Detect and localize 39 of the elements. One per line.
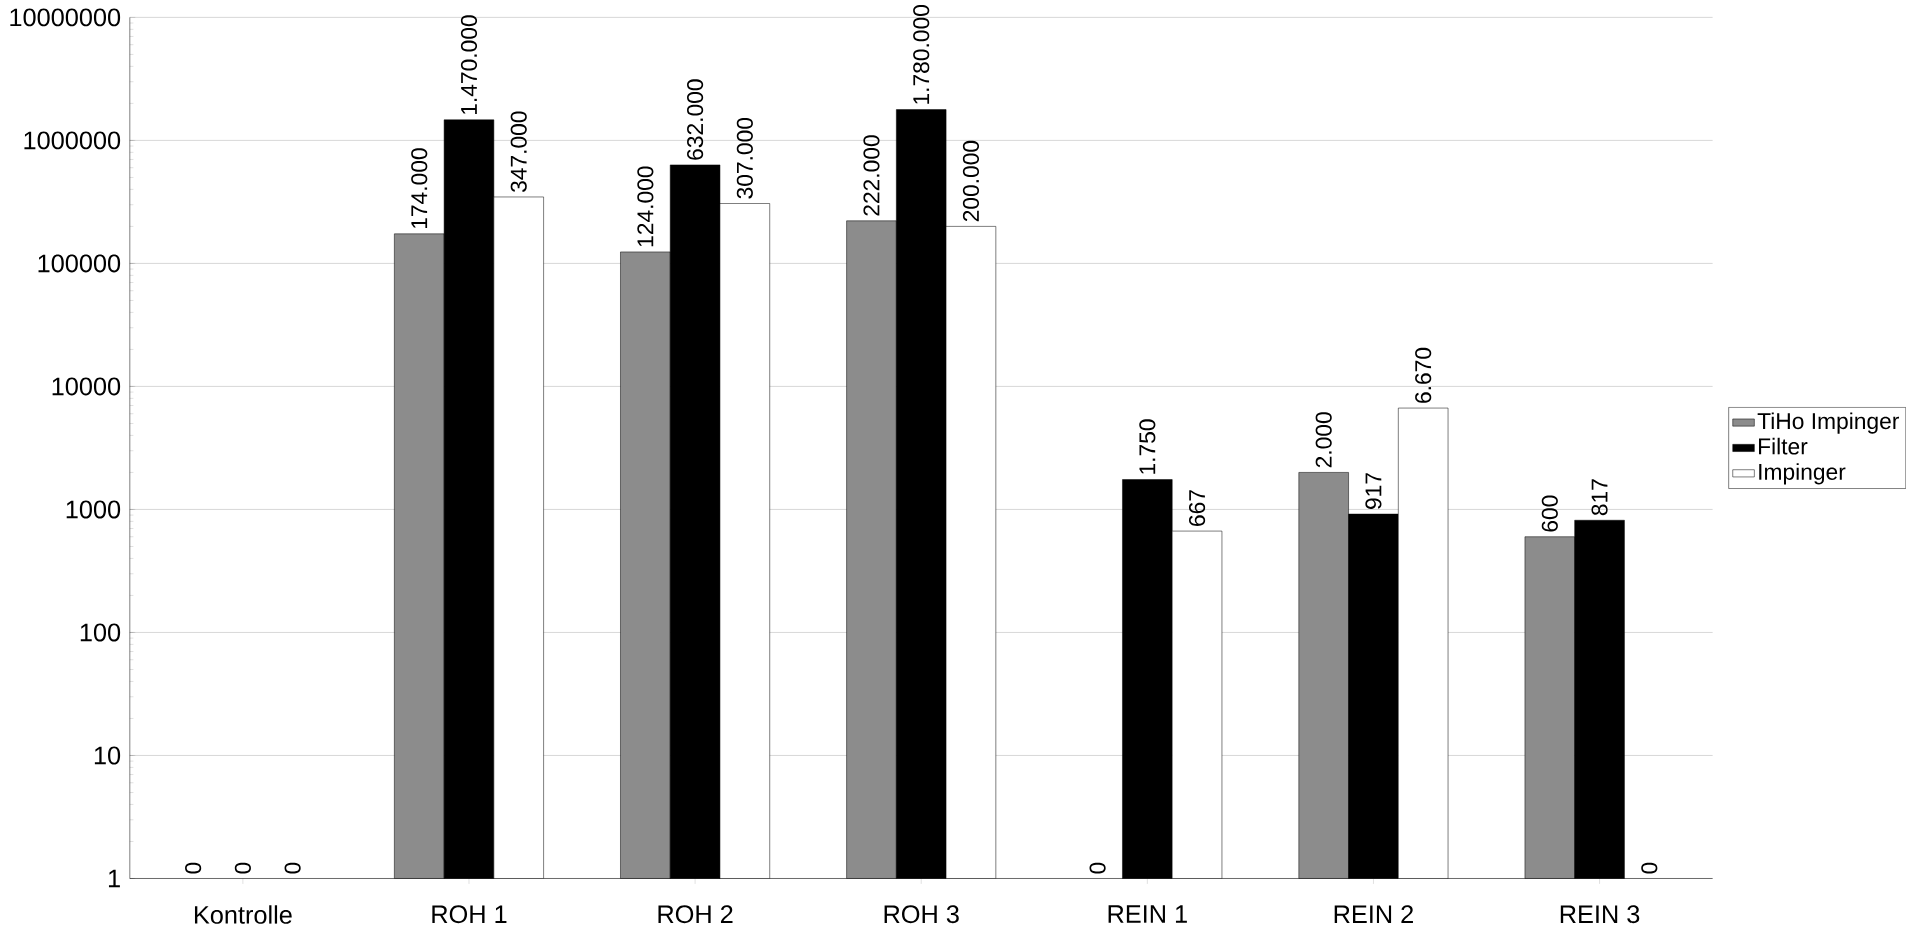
y-tick-label: 10000 bbox=[52, 377, 121, 396]
text: 0 bbox=[185, 862, 202, 874]
data-label: 917 bbox=[1365, 473, 1382, 509]
x-tick-label: ROH 3 bbox=[884, 905, 959, 924]
y-tick-label: 1 bbox=[108, 869, 120, 888]
data-label: 174.000 bbox=[411, 148, 428, 228]
text: 0 bbox=[1641, 862, 1658, 874]
data-label: 632.000 bbox=[687, 79, 704, 160]
data-label: 200.000 bbox=[962, 140, 980, 222]
data-label: 222.000 bbox=[863, 135, 880, 216]
data-label: 124.000 bbox=[637, 166, 654, 247]
legend-label: Impinger bbox=[1759, 463, 1846, 485]
data-label: 1.780.000 bbox=[913, 4, 930, 104]
data-label: 1.470.000 bbox=[460, 15, 478, 114]
y-tick-label: 1000000 bbox=[24, 131, 121, 150]
x-tick-label: ROH 2 bbox=[658, 905, 733, 924]
legend-label: TiHo Impinger bbox=[1757, 412, 1900, 434]
data-label: 667 bbox=[1188, 490, 1206, 526]
x-tick-label: REIN 3 bbox=[1560, 905, 1640, 924]
x-tick-label: Kontrolle bbox=[194, 905, 292, 924]
y-tick-label: 100 bbox=[80, 623, 121, 642]
data-label: 817 bbox=[1591, 479, 1608, 516]
y-tick-label: 10000000 bbox=[10, 8, 121, 27]
legend-label: Filter bbox=[1759, 437, 1808, 455]
y-tick-label: 100000 bbox=[38, 254, 121, 273]
x-tick-label: ROH 1 bbox=[432, 905, 507, 924]
text: 0 bbox=[284, 862, 301, 874]
data-label: 600 bbox=[1541, 495, 1558, 532]
text: 0 bbox=[1089, 862, 1106, 874]
text: 0 bbox=[234, 862, 251, 874]
data-label: 1.750 bbox=[1139, 419, 1156, 474]
data-label: 347.000 bbox=[510, 111, 527, 192]
y-tick-label: 1000 bbox=[66, 500, 121, 519]
x-tick-label: REIN 1 bbox=[1108, 905, 1187, 923]
y-tick-label: 10 bbox=[94, 746, 121, 765]
data-label: 6.670 bbox=[1415, 347, 1432, 403]
data-label: 307.000 bbox=[736, 117, 753, 199]
data-label: 2.000 bbox=[1315, 412, 1332, 468]
x-tick-label: REIN 2 bbox=[1334, 905, 1413, 923]
